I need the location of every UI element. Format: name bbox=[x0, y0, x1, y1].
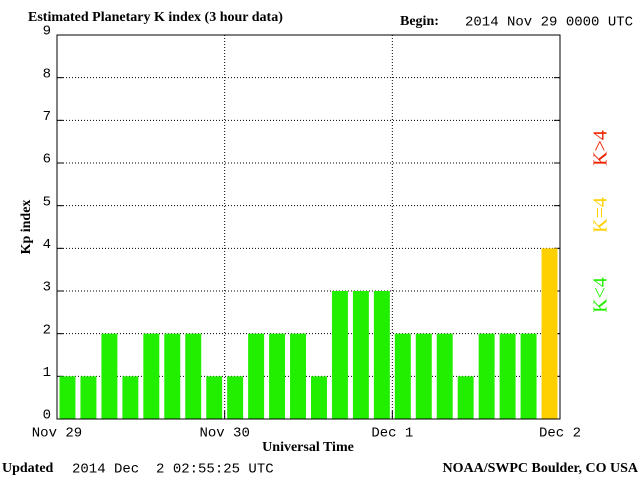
bar bbox=[164, 333, 181, 419]
y-tick-label: 5 bbox=[43, 194, 51, 210]
x-tick-label: Nov 30 bbox=[199, 426, 249, 442]
y-tick-label: 6 bbox=[43, 152, 51, 168]
bar bbox=[122, 376, 139, 419]
bar bbox=[520, 333, 537, 419]
y-tick-label: 2 bbox=[43, 322, 51, 338]
bar bbox=[206, 376, 223, 419]
updated-label: Updated bbox=[2, 461, 54, 476]
bar bbox=[59, 376, 76, 419]
bar bbox=[436, 333, 453, 419]
chart-title: Estimated Planetary K index (3 hour data… bbox=[28, 10, 283, 25]
bar bbox=[415, 333, 432, 419]
bar bbox=[80, 376, 97, 419]
legend-label: K=4 bbox=[590, 197, 612, 233]
y-tick-label: 8 bbox=[43, 66, 51, 82]
legend-label: K>4 bbox=[590, 130, 612, 166]
y-tick-label: 3 bbox=[43, 280, 51, 296]
bar bbox=[311, 376, 327, 419]
bar bbox=[290, 333, 306, 419]
bar bbox=[185, 333, 202, 419]
bar bbox=[394, 333, 411, 419]
begin-label: Begin: bbox=[400, 14, 439, 29]
bar bbox=[478, 333, 495, 419]
bar bbox=[227, 376, 244, 419]
x-tick-label: Nov 29 bbox=[32, 426, 82, 442]
bar bbox=[101, 333, 118, 419]
bar bbox=[373, 291, 390, 419]
bar bbox=[269, 333, 286, 419]
x-tick-label: Dec 1 bbox=[371, 426, 413, 442]
bar bbox=[331, 291, 348, 419]
y-tick-label: 7 bbox=[43, 109, 51, 125]
y-tick-label: 4 bbox=[43, 237, 51, 253]
legend-label: K<4 bbox=[590, 277, 612, 313]
plot-frame bbox=[56, 34, 561, 420]
bar bbox=[541, 248, 558, 419]
bar bbox=[352, 291, 369, 419]
bar bbox=[499, 333, 516, 419]
x-tick-label: Dec 2 bbox=[539, 426, 581, 442]
updated-date: 2014 Dec 2 02:55:25 UTC bbox=[72, 462, 274, 478]
x-axis-label: Universal Time bbox=[262, 440, 354, 455]
bar bbox=[248, 333, 265, 419]
begin-date: 2014 Nov 29 0000 UTC bbox=[465, 15, 633, 31]
source: NOAA/SWPC Boulder, CO USA bbox=[442, 461, 638, 476]
y-tick-label: 0 bbox=[43, 408, 51, 424]
y-tick-label: 1 bbox=[43, 365, 51, 381]
bar bbox=[457, 376, 474, 419]
bar bbox=[143, 333, 160, 419]
y-tick-label: 9 bbox=[43, 24, 51, 40]
y-axis-label: Kp index bbox=[19, 200, 34, 255]
